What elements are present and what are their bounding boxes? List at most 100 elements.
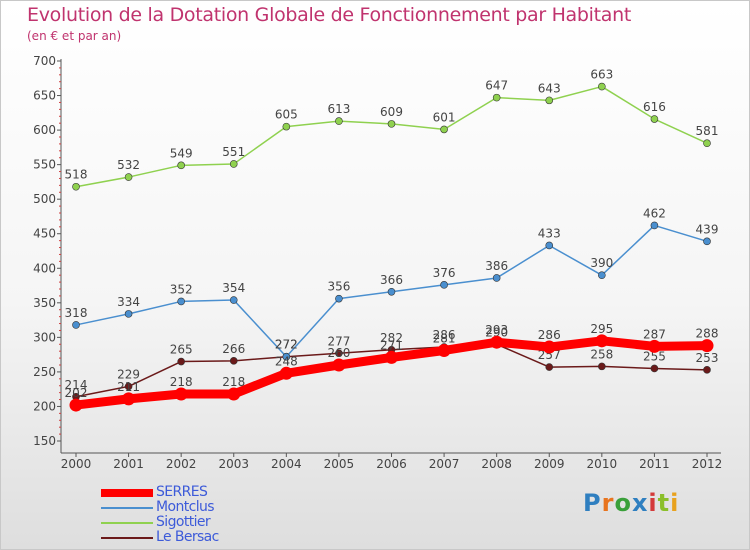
data-label-le-bersac: 257 <box>538 348 561 362</box>
data-point-sigottier <box>598 82 606 91</box>
legend-label: SERRES <box>156 484 208 500</box>
data-point-sigottier <box>387 120 396 128</box>
data-label-serres: 218 <box>170 375 193 389</box>
data-point-le-bersac <box>229 357 238 365</box>
data-point-montclus <box>703 237 711 246</box>
data-label-serres: 248 <box>275 354 298 368</box>
x-tick-label: 2004 <box>271 457 302 471</box>
data-label-le-bersac: 277 <box>327 334 350 348</box>
legend-swatch <box>101 489 153 497</box>
y-tick-label: 400 <box>33 261 56 275</box>
data-point-sigottier <box>335 117 343 125</box>
data-point-serres <box>385 350 398 364</box>
legend: SERRES Montclus Sigottier Le Bersac <box>101 484 401 546</box>
y-tick-label: 600 <box>33 123 56 137</box>
data-point-sigottier <box>72 182 80 191</box>
x-tick-label: 2000 <box>61 457 92 471</box>
data-label-le-bersac: 253 <box>696 351 719 365</box>
logo-letter: o <box>614 489 632 517</box>
data-label-le-bersac: 286 <box>433 328 456 342</box>
data-label-montclus: 439 <box>696 222 719 236</box>
data-point-montclus <box>598 271 606 279</box>
data-point-sigottier <box>124 173 133 181</box>
proxiti-logo: Proxiti <box>583 489 679 517</box>
data-label-le-bersac: 290 <box>485 325 508 339</box>
legend-label: Montclus <box>156 499 215 515</box>
data-point-serres <box>279 366 293 380</box>
data-point-le-bersac <box>177 357 185 366</box>
data-point-sigottier <box>282 122 291 131</box>
data-point-serres <box>595 334 609 348</box>
data-point-le-bersac <box>545 363 554 371</box>
y-tick-label: 150 <box>33 434 56 448</box>
data-label-serres: 271 <box>380 338 403 352</box>
logo-letter: r <box>601 489 615 517</box>
data-label-sigottier: 663 <box>590 68 613 82</box>
data-point-sigottier <box>703 139 711 148</box>
data-label-le-bersac: 229 <box>117 367 140 381</box>
data-point-le-bersac <box>598 362 606 371</box>
data-label-le-bersac: 266 <box>222 342 245 356</box>
data-point-sigottier <box>492 93 501 102</box>
y-tick-label: 700 <box>33 54 56 68</box>
data-point-sigottier <box>229 160 238 168</box>
data-label-sigottier: 616 <box>643 100 666 114</box>
x-tick-label: 2007 <box>429 457 460 471</box>
data-label-sigottier: 532 <box>117 158 140 172</box>
y-tick-label: 200 <box>33 399 56 413</box>
data-point-serres <box>700 339 714 353</box>
logo-letter: t <box>657 489 671 517</box>
legend-item-sigottier: Sigottier <box>101 514 401 531</box>
x-tick-label: 2003 <box>218 457 249 471</box>
data-label-montclus: 390 <box>590 256 613 270</box>
data-label-serres: 211 <box>117 380 140 394</box>
legend-swatch <box>101 522 153 524</box>
data-point-le-bersac <box>124 382 133 391</box>
legend-swatch <box>101 507 153 509</box>
data-point-serres <box>69 398 83 412</box>
data-label-sigottier: 643 <box>538 81 561 95</box>
data-point-serres <box>490 335 504 349</box>
data-point-sigottier <box>545 96 554 105</box>
data-label-serres: 295 <box>590 322 613 336</box>
y-tick-label: 300 <box>33 330 56 344</box>
data-label-montclus: 366 <box>380 273 403 287</box>
data-point-serres <box>122 392 136 406</box>
legend-label: Sigottier <box>156 514 211 530</box>
data-label-serres: 260 <box>327 346 350 360</box>
y-tick-label: 500 <box>33 192 56 206</box>
data-label-sigottier: 613 <box>327 102 350 116</box>
data-label-montclus: 462 <box>643 206 666 220</box>
data-label-montclus: 376 <box>433 266 456 280</box>
data-point-montclus <box>229 296 238 304</box>
data-label-montclus: 318 <box>65 306 88 320</box>
x-tick-label: 2011 <box>639 457 670 471</box>
data-label-sigottier: 549 <box>170 146 193 160</box>
x-tick-label: 2006 <box>376 457 407 471</box>
x-tick-label: 2008 <box>481 457 512 471</box>
data-point-montclus <box>387 287 396 296</box>
series-line-sigottier <box>75 85 708 188</box>
data-label-le-bersac: 214 <box>65 378 88 392</box>
data-point-serres <box>227 387 241 401</box>
data-point-montclus <box>282 352 291 361</box>
chart-title: Evolution de la Dotation Globale de Fonc… <box>27 4 632 26</box>
data-label-montclus: 356 <box>327 280 350 294</box>
data-label-sigottier: 609 <box>380 105 403 119</box>
data-point-le-bersac <box>650 364 659 373</box>
data-point-serres <box>542 340 556 354</box>
data-point-le-bersac <box>335 349 343 358</box>
x-tick-label: 2002 <box>166 457 197 471</box>
x-tick-label: 2001 <box>113 457 144 471</box>
data-label-montclus: 354 <box>222 281 245 295</box>
x-tick-label: 2012 <box>692 457 723 471</box>
data-label-le-bersac: 258 <box>590 347 613 361</box>
data-point-serres <box>332 358 346 372</box>
legend-label: Le Bersac <box>156 529 219 545</box>
legend-swatch <box>101 537 153 539</box>
data-point-montclus <box>177 297 185 306</box>
y-tick-label: 450 <box>33 227 56 241</box>
data-point-montclus <box>545 241 554 250</box>
data-label-montclus: 433 <box>538 226 561 240</box>
